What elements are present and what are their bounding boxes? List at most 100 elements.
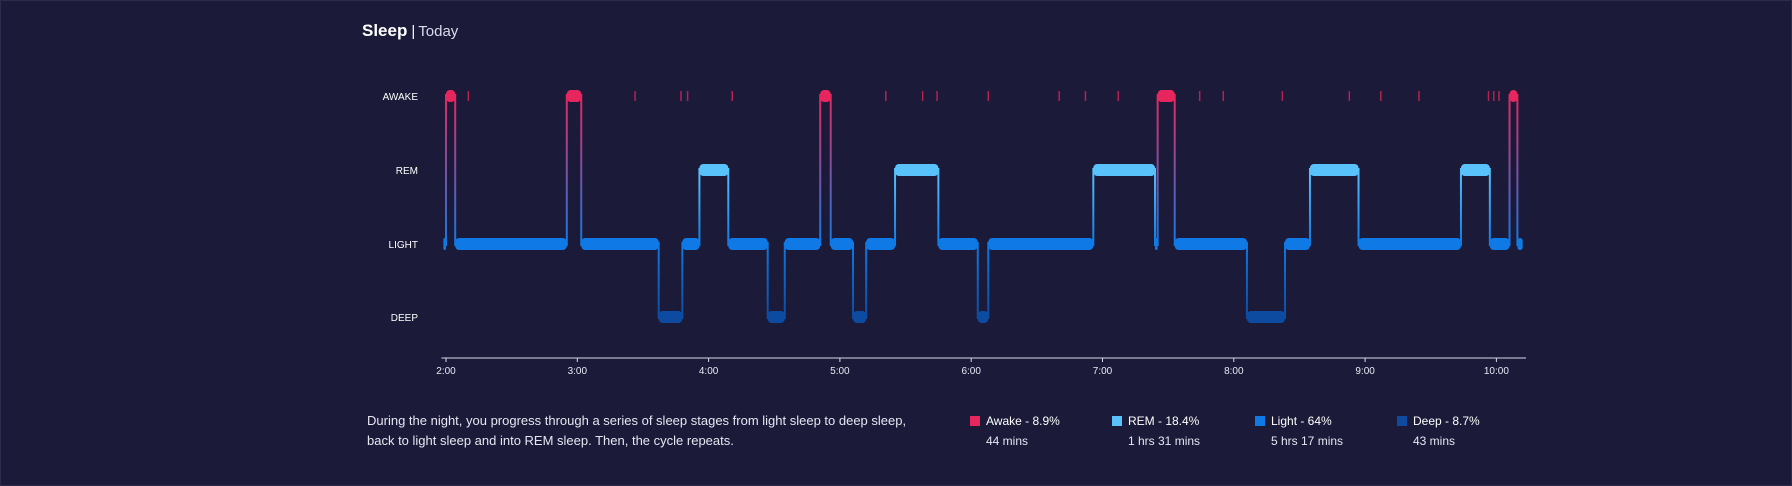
legend: Awake - 8.9% 44 mins REM - 18.4% 1 hrs 3…	[970, 412, 1530, 456]
light-swatch	[1255, 416, 1265, 426]
x-tick-label-3: 5:00	[830, 366, 850, 377]
segment-light-18	[988, 238, 1094, 250]
legend-light-duration: 5 hrs 17 mins	[1271, 434, 1344, 448]
legend-awake-duration: 44 mins	[986, 434, 1029, 448]
brief-awake-mark-18	[1487, 91, 1490, 101]
brief-awake-mark-15	[1348, 91, 1351, 101]
segment-rem-25	[1309, 164, 1359, 176]
brief-awake-mark-2	[680, 91, 682, 101]
segment-light-14	[866, 238, 896, 250]
transition-19	[1092, 168, 1095, 246]
transition-16	[937, 168, 940, 246]
segment-rem-19	[1093, 164, 1156, 176]
transition-7	[698, 168, 701, 246]
sleep-stages-description: During the night, you progress through a…	[367, 413, 907, 448]
transition-4	[580, 94, 583, 246]
transition-30	[1516, 94, 1519, 246]
x-tick-label-2: 4:00	[699, 366, 719, 377]
segment-light-28	[1489, 238, 1510, 250]
stage-transitions	[445, 94, 1519, 319]
x-tick-label-8: 10:00	[1484, 366, 1509, 377]
deep-swatch	[1397, 416, 1407, 426]
transition-17	[976, 242, 979, 319]
legend-rem-label: REM - 18.4%	[1128, 414, 1200, 428]
segment-light-24	[1285, 238, 1310, 250]
brief-awake-mark-20	[1498, 91, 1500, 101]
legend-deep-label: Deep - 8.7%	[1413, 414, 1480, 428]
legend-light-label: Light - 64%	[1271, 414, 1332, 428]
segment-light-4	[581, 238, 659, 250]
segment-rem-15	[895, 164, 939, 176]
segment-light-0	[443, 238, 446, 250]
brief-awake-mark-16	[1380, 91, 1382, 101]
legend-deep-duration: 43 mins	[1413, 434, 1456, 448]
segment-light-22	[1174, 238, 1247, 250]
segment-awake-11	[820, 90, 831, 102]
segment-awake-3	[566, 90, 582, 102]
segment-light-10	[784, 238, 821, 250]
brief-awake-mark-12	[1198, 91, 1201, 101]
transition-18	[987, 242, 990, 319]
legend-awake-label: Awake - 8.9%	[986, 414, 1060, 428]
transition-3	[565, 94, 568, 246]
transition-8	[727, 168, 730, 246]
brief-awake-mark-4	[731, 91, 733, 101]
y-label-light: LIGHT	[389, 240, 418, 251]
transition-1	[445, 94, 447, 246]
page-header: Sleep | Today	[362, 20, 458, 43]
brief-awake-mark-17	[1418, 91, 1420, 101]
brief-awake-mark-8	[987, 91, 990, 101]
awake-swatch	[970, 416, 980, 426]
page-title: Sleep	[362, 21, 408, 40]
segment-light-20	[1155, 238, 1158, 250]
y-label-rem: REM	[396, 166, 418, 177]
segment-deep-23	[1246, 311, 1286, 323]
segment-deep-5	[658, 311, 683, 323]
transition-6	[681, 242, 684, 319]
transition-5	[657, 242, 660, 319]
transition-22	[1173, 94, 1176, 246]
segment-light-6	[682, 238, 700, 250]
segment-light-16	[938, 238, 978, 250]
transition-10	[783, 242, 786, 319]
transition-12	[829, 94, 832, 246]
brief-awake-mark-10	[1084, 91, 1087, 101]
segment-rem-27	[1460, 164, 1490, 176]
brief-awake-mark-14	[1281, 91, 1284, 101]
segment-deep-17	[977, 311, 989, 323]
brief-awake-mark-0	[467, 91, 470, 101]
y-axis-labels: AWAKE REM LIGHT DEEP	[383, 92, 419, 324]
transition-25	[1308, 168, 1311, 246]
x-tick-label-4: 6:00	[961, 366, 981, 377]
brief-awake-mark-3	[686, 91, 689, 101]
segment-light-30	[1517, 238, 1523, 250]
transition-11	[819, 94, 822, 246]
transition-2	[454, 94, 457, 246]
x-tick-label-1: 3:00	[568, 366, 588, 377]
brief-awake-mark-11	[1117, 91, 1120, 101]
transition-29	[1508, 94, 1511, 246]
transition-28	[1488, 168, 1491, 246]
segment-deep-13	[853, 311, 867, 323]
brief-awake-mark-1	[634, 91, 636, 101]
segment-awake-1	[446, 90, 456, 102]
transition-20	[1154, 168, 1157, 246]
brief-awake-mark-13	[1222, 91, 1225, 101]
title-separator: |	[411, 23, 416, 40]
transition-23	[1245, 242, 1248, 319]
segment-deep-9	[767, 311, 785, 323]
brief-awake-mark-7	[936, 91, 938, 101]
y-label-awake: AWAKE	[383, 92, 419, 103]
x-axis: 2:00 3:00 4:00 5:00 6:00 7:00 8:00 9:00 10:00	[436, 357, 1527, 377]
segment-awake-21	[1157, 90, 1175, 102]
transition-13	[852, 242, 855, 319]
y-label-deep: DEEP	[391, 313, 419, 324]
rem-swatch	[1112, 416, 1122, 426]
segment-awake-29	[1509, 90, 1518, 102]
page-subtitle: Today	[418, 23, 459, 40]
segment-light-2	[455, 238, 567, 250]
transition-15	[894, 168, 897, 246]
transition-27	[1459, 168, 1462, 246]
brief-awake-mark-6	[921, 91, 924, 101]
